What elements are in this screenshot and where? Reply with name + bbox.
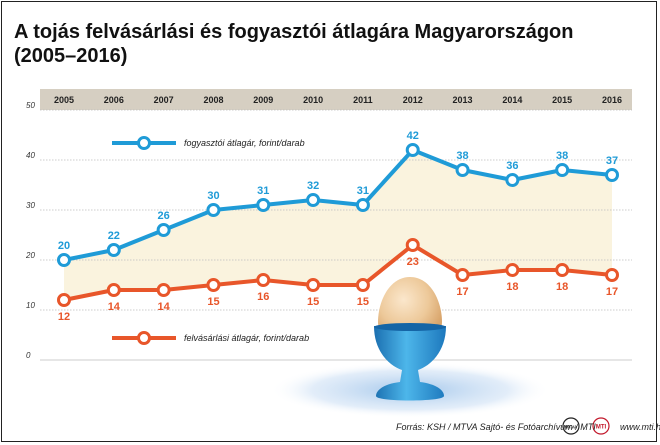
data-point xyxy=(206,203,221,217)
legend-label: felvásárlási átlagár, forint/darab xyxy=(184,333,309,343)
data-label: 32 xyxy=(307,180,319,192)
data-point xyxy=(206,278,221,292)
source-footnote: Forrás: KSH / MTVA Sajtó- és Fotóarchívu… xyxy=(396,422,596,432)
y-tick-label: 30 xyxy=(26,201,35,210)
data-label: 38 xyxy=(456,150,468,162)
y-tick-label: 10 xyxy=(26,301,35,310)
legend-swatch-marker xyxy=(137,136,151,150)
data-point xyxy=(605,168,619,182)
data-label: 42 xyxy=(407,130,419,142)
data-label: 36 xyxy=(506,160,518,172)
data-label: 18 xyxy=(556,281,568,293)
data-point xyxy=(405,238,420,252)
data-point xyxy=(256,198,271,212)
header-band-group xyxy=(40,89,632,110)
range-fill-group xyxy=(64,150,612,300)
y-tick-labels-group: 0 10 20 30 40 50 xyxy=(25,101,35,360)
mti-logo-text: MTI xyxy=(596,425,607,431)
data-point xyxy=(156,283,171,297)
x-tick-label: 2007 xyxy=(154,95,174,105)
y-tick-label: 20 xyxy=(25,251,35,260)
data-label: 30 xyxy=(207,190,219,202)
range-fill-area xyxy=(64,150,612,300)
data-point xyxy=(455,163,470,177)
data-point xyxy=(57,293,71,307)
data-label: 23 xyxy=(407,256,419,268)
y-tick-label: 40 xyxy=(26,151,35,160)
data-label: 12 xyxy=(58,311,70,323)
data-label: 15 xyxy=(357,296,369,308)
series-line-purchase xyxy=(63,243,613,302)
series-line-consumer xyxy=(63,148,613,262)
x-tick-label: 2011 xyxy=(353,95,373,105)
y-tick-label: 50 xyxy=(26,101,35,110)
data-label: 16 xyxy=(257,291,269,303)
x-tick-label: 2005 xyxy=(54,95,74,105)
data-label: 20 xyxy=(58,240,70,252)
data-label: 37 xyxy=(606,155,618,167)
data-label: 22 xyxy=(108,230,120,242)
data-label: 15 xyxy=(207,296,219,308)
year-header-band xyxy=(40,89,632,110)
legend-group: fogyasztói átlagár, forint/darab felvásár… xyxy=(112,136,309,345)
x-tick-labels-group: 2005 2006 2007 2008 2009 2010 2011 2012 2013 2014… xyxy=(54,95,622,105)
data-label: 15 xyxy=(307,296,319,308)
x-tick-label: 2013 xyxy=(453,95,473,105)
data-label: 17 xyxy=(606,286,618,298)
x-tick-label: 2008 xyxy=(203,95,223,105)
data-label: 31 xyxy=(357,185,369,197)
data-point xyxy=(355,198,370,212)
y-tick-label: 0 xyxy=(26,351,31,360)
x-tick-label: 2016 xyxy=(602,95,622,105)
mti-logo-icon xyxy=(592,417,610,435)
x-tick-label: 2006 xyxy=(104,95,124,105)
x-tick-label: 2014 xyxy=(502,95,522,105)
mtva-logo-text: MTVA xyxy=(565,425,578,430)
data-label: 18 xyxy=(506,281,518,293)
data-point xyxy=(505,263,520,277)
title-line-2: (2005–2016) xyxy=(14,45,128,67)
source-url: www.mti.hu xyxy=(620,422,660,432)
x-tick-label: 2009 xyxy=(253,95,273,105)
data-label: 26 xyxy=(158,210,170,222)
legend-label: fogyasztói átlagár, forint/darab xyxy=(184,138,305,148)
x-tick-label: 2015 xyxy=(552,95,572,105)
series-group: 20 22 26 30 31 32 31 42 38 36 38 37 12 14 14 15 16 15 15 23… xyxy=(57,130,619,323)
data-point xyxy=(555,263,570,277)
data-point xyxy=(605,268,619,282)
data-point xyxy=(405,143,420,157)
egg-cup-icon xyxy=(374,326,446,401)
data-point xyxy=(306,278,321,292)
data-point xyxy=(505,173,520,187)
data-label: 38 xyxy=(556,150,568,162)
data-label: 17 xyxy=(456,286,468,298)
x-tick-label: 2010 xyxy=(303,95,323,105)
data-point xyxy=(106,243,121,257)
egg-cup-rim xyxy=(374,323,446,331)
data-point xyxy=(106,283,121,297)
data-point xyxy=(57,253,71,267)
x-tick-label: 2012 xyxy=(403,95,423,105)
legend-swatch-marker xyxy=(137,331,151,345)
logos-group: MTVA MTI xyxy=(562,417,610,435)
data-point xyxy=(555,163,570,177)
gridlines-group xyxy=(40,109,632,361)
data-point xyxy=(256,273,271,287)
data-label: 14 xyxy=(158,301,171,313)
data-point xyxy=(455,268,470,282)
data-point xyxy=(306,193,321,207)
data-point xyxy=(355,278,370,292)
data-point xyxy=(156,223,171,237)
data-label: 14 xyxy=(108,301,121,313)
chart-title: A tojás felvásárlási és fogyasztói átlag… xyxy=(14,20,634,68)
data-label: 31 xyxy=(257,185,269,197)
title-line-1: A tojás felvásárlási és fogyasztói átlag… xyxy=(14,21,574,43)
mtva-logo-icon xyxy=(562,417,580,435)
egg-cup-illustration xyxy=(270,277,550,418)
